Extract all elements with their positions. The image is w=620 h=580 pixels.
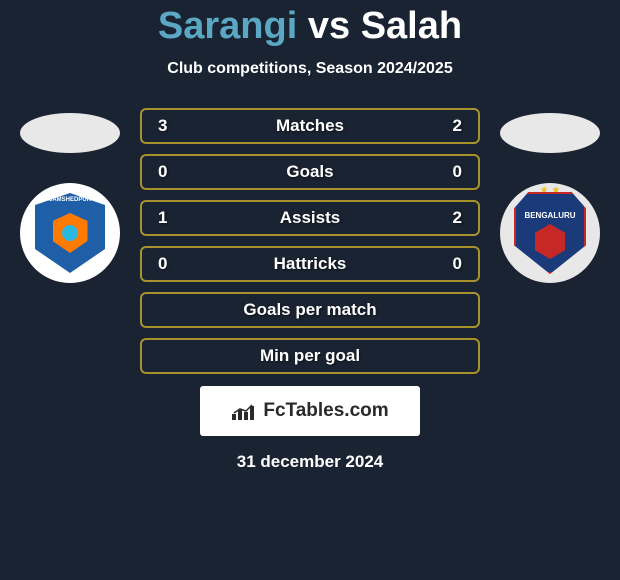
player-right-avatar (500, 113, 600, 153)
stat-left-value: 3 (158, 116, 188, 136)
left-player-column: JAMSHEDPUR (20, 108, 120, 283)
stat-row: Goals per match (140, 292, 480, 328)
stat-row: Min per goal (140, 338, 480, 374)
club-left-label: JAMSHEDPUR (49, 197, 91, 203)
player-left-avatar (20, 113, 120, 153)
stat-label: Goals per match (188, 300, 432, 320)
club-left-shield: JAMSHEDPUR (35, 193, 105, 273)
stat-label: Hattricks (188, 254, 432, 274)
stat-row: 0Hattricks0 (140, 246, 480, 282)
stat-label: Goals (188, 162, 432, 182)
branding-text: FcTables.com (263, 400, 388, 422)
branding-box: FcTables.com (200, 386, 420, 436)
club-right-badge: ★ ★ BENGALURU (500, 183, 600, 283)
stat-right-value: 0 (432, 254, 462, 274)
club-left-circle-icon (62, 225, 78, 241)
player-right-name: Salah (361, 5, 462, 47)
player-left-name: Sarangi (158, 5, 297, 47)
season-subtitle: Club competitions, Season 2024/2025 (167, 60, 452, 78)
stats-column: 3Matches20Goals01Assists20Hattricks0Goal… (140, 108, 480, 374)
stat-label: Min per goal (188, 346, 432, 366)
club-left-badge: JAMSHEDPUR (20, 183, 120, 283)
stat-left-value: 0 (158, 162, 188, 182)
chart-icon (231, 402, 257, 420)
main-content: JAMSHEDPUR 3Matches20Goals01Assists20Hat… (0, 108, 620, 374)
stat-row: 3Matches2 (140, 108, 480, 144)
club-left-inner-shield (53, 213, 88, 253)
club-right-shield: BENGALURU (514, 192, 586, 274)
date-text: 31 december 2024 (237, 452, 384, 472)
stat-row: 0Goals0 (140, 154, 480, 190)
club-right-label: BENGALURU (524, 211, 575, 220)
club-right-inner-shield (535, 224, 565, 259)
stat-right-value: 2 (432, 116, 462, 136)
stat-left-value: 0 (158, 254, 188, 274)
stat-left-value: 1 (158, 208, 188, 228)
stat-row: 1Assists2 (140, 200, 480, 236)
vs-separator: vs (308, 5, 350, 47)
right-player-column: ★ ★ BENGALURU (500, 108, 600, 283)
stat-label: Matches (188, 116, 432, 136)
stat-right-value: 0 (432, 162, 462, 182)
stat-label: Assists (188, 208, 432, 228)
stat-right-value: 2 (432, 208, 462, 228)
comparison-title: Sarangi vs Salah (158, 5, 462, 48)
